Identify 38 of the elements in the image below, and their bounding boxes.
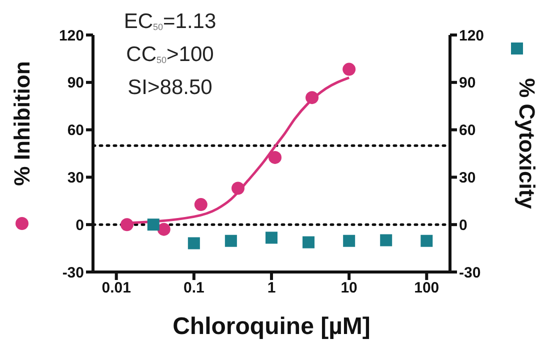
y-tick-label: 0: [76, 216, 84, 234]
y2-tick-label: 60: [459, 122, 476, 140]
x-tick-label: 1: [267, 280, 276, 297]
y-tick-label: 60: [67, 122, 84, 140]
x-tick-label: 0.01: [102, 280, 131, 297]
y-tick-label: -30: [62, 264, 84, 282]
point: [306, 91, 319, 104]
y2-tick-label: 90: [459, 74, 476, 92]
point: [120, 218, 134, 232]
y-tick-label: 120: [58, 27, 84, 44]
y2-axis-title: % Cytoxicity: [514, 78, 540, 210]
x-axis-title: Chloroquine [µM]: [172, 313, 370, 340]
x-tick-label: 100: [414, 280, 440, 297]
point: [420, 234, 433, 247]
annotation: CC$_{50}$>100: [125, 42, 215, 68]
point: [380, 234, 392, 246]
point: [188, 237, 200, 250]
y2-tick-label: 0: [459, 216, 468, 234]
point: [147, 218, 160, 231]
x-tick-label: 0.1: [183, 280, 204, 297]
y2-tick-label: 30: [459, 170, 476, 187]
text: EC$_{50}$=1.13: [122, 9, 218, 35]
x-tick-label: 10: [340, 280, 358, 297]
y2-tick-label: 120: [459, 27, 484, 44]
point: [157, 222, 170, 236]
y2-tick-label: -30: [459, 264, 481, 282]
point: [266, 232, 278, 244]
point: [342, 62, 356, 76]
point: [232, 182, 245, 195]
y-tick-label: 90: [67, 74, 84, 92]
point: [194, 198, 208, 212]
annotation: SI>88.50: [126, 75, 214, 101]
point: [343, 234, 356, 247]
y-axis-title: % Inhibition: [10, 61, 34, 186]
point: [302, 236, 315, 248]
point: [224, 234, 237, 247]
point: [268, 150, 282, 164]
y-tick-label: 30: [67, 170, 84, 187]
